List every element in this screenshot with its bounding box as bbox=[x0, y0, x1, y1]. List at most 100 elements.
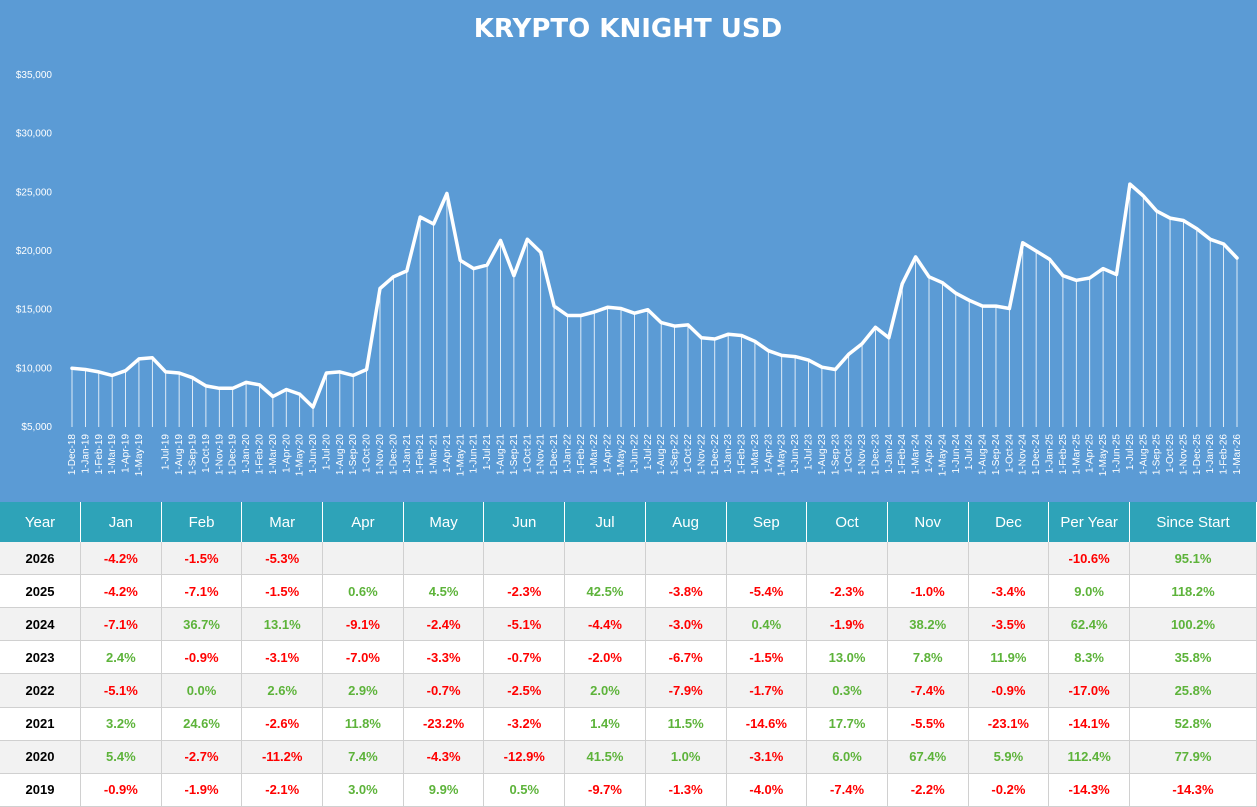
x-tick-label: 1-Jan-26 bbox=[1205, 434, 1216, 474]
return-cell: 100.2% bbox=[1129, 607, 1257, 642]
header-per-year: Per Year bbox=[1048, 502, 1130, 542]
return-cell: 7.8% bbox=[887, 640, 969, 675]
x-tick-label: 1-May-20 bbox=[295, 434, 306, 477]
header-feb: Feb bbox=[161, 502, 243, 542]
x-tick-label: 1-Jan-22 bbox=[562, 434, 573, 474]
return-cell: 11.5% bbox=[645, 707, 727, 741]
table-row: 2025 -4.2% -7.1% -1.5% 0.6% 4.5% -2.3% 42.5% -3.… bbox=[0, 574, 1257, 609]
x-tick-label: 1-Sep-20 bbox=[348, 434, 359, 476]
return-cell: -2.4% bbox=[403, 607, 485, 642]
x-tick-label: 1-Jul-22 bbox=[643, 434, 654, 471]
x-tick-label: 1-Jun-23 bbox=[790, 434, 801, 474]
x-tick-label: 1-Feb-26 bbox=[1219, 434, 1230, 475]
return-cell: -5.5% bbox=[887, 707, 969, 741]
data-point bbox=[311, 405, 315, 409]
return-cell: -2.6% bbox=[241, 707, 324, 741]
return-cell: -1.7% bbox=[726, 673, 808, 708]
data-point bbox=[70, 366, 74, 370]
x-tick-label: 1-Oct-23 bbox=[844, 434, 855, 473]
data-point bbox=[177, 371, 181, 375]
y-tick-label: $10,000 bbox=[16, 363, 53, 374]
x-tick-label: 1-Mar-21 bbox=[429, 434, 440, 475]
return-cell: 2.4% bbox=[80, 640, 162, 675]
return-cell: -14.1% bbox=[1048, 707, 1130, 741]
x-tick-label: 1-Jan-24 bbox=[884, 434, 895, 474]
return-cell: 112.4% bbox=[1048, 740, 1130, 774]
data-point bbox=[740, 333, 744, 337]
x-tick-label: 1-Oct-21 bbox=[522, 434, 533, 473]
data-point bbox=[940, 281, 944, 285]
return-cell: -7.9% bbox=[645, 673, 727, 708]
x-tick-label: 1-May-23 bbox=[777, 434, 788, 477]
x-tick-label: 1-May-25 bbox=[1098, 434, 1109, 477]
x-tick-label: 1-Sep-19 bbox=[188, 434, 199, 476]
x-tick-label: 1-Mar-24 bbox=[911, 434, 922, 475]
return-cell: 41.5% bbox=[564, 740, 646, 774]
return-cell: -10.6% bbox=[1048, 542, 1130, 576]
x-tick-label: 1-Aug-22 bbox=[656, 434, 667, 476]
x-tick-label: 1-Apr-21 bbox=[442, 434, 453, 473]
y-tick-label: $30,000 bbox=[16, 129, 53, 140]
data-point bbox=[525, 237, 529, 241]
x-tick-label: 1-Nov-21 bbox=[536, 434, 547, 476]
x-tick-label: 1-Sep-24 bbox=[991, 434, 1002, 476]
data-point bbox=[699, 336, 703, 340]
x-tick-label: 1-May-21 bbox=[455, 434, 466, 477]
data-point bbox=[1208, 237, 1212, 241]
return-cell: -2.1% bbox=[241, 773, 324, 807]
x-tick-label: 1-Jan-25 bbox=[1045, 434, 1056, 474]
return-cell: -23.2% bbox=[403, 707, 485, 741]
monthly-returns-table: Year Jan Feb Mar Apr May Jun Jul Aug Sep Oct Nov Dec… bbox=[0, 502, 1257, 807]
x-tick-label: 1-Sep-23 bbox=[830, 434, 841, 476]
data-point bbox=[458, 258, 462, 262]
year-cell: 2023 bbox=[0, 640, 81, 675]
return-cell: 3.2% bbox=[80, 707, 162, 741]
x-tick-label: 1-Dec-18 bbox=[67, 434, 78, 476]
x-tick-label: 1-Dec-19 bbox=[228, 434, 239, 476]
data-point bbox=[499, 238, 503, 242]
x-tick-label: 1-Jan-23 bbox=[723, 434, 734, 474]
return-cell bbox=[483, 542, 566, 576]
data-point bbox=[619, 306, 623, 310]
return-cell: 77.9% bbox=[1129, 740, 1257, 774]
x-tick-label: 1-Jun-24 bbox=[951, 434, 962, 474]
data-point bbox=[391, 275, 395, 279]
y-tick-label: $15,000 bbox=[16, 305, 53, 316]
x-tick-label: 1-May-24 bbox=[937, 434, 948, 477]
return-cell: 11.9% bbox=[968, 640, 1050, 675]
x-tick-label: 1-Dec-23 bbox=[870, 434, 881, 476]
data-point bbox=[820, 365, 824, 369]
data-point bbox=[1101, 267, 1105, 271]
data-point bbox=[1114, 272, 1118, 276]
return-cell: -9.1% bbox=[322, 607, 404, 642]
year-cell: 2020 bbox=[0, 740, 81, 774]
return-cell: 8.3% bbox=[1048, 640, 1130, 675]
return-cell: -1.5% bbox=[241, 574, 324, 609]
x-tick-label: 1-Aug-19 bbox=[174, 434, 185, 476]
x-tick-label: 1-Mar-25 bbox=[1071, 434, 1082, 475]
return-cell: 0.0% bbox=[161, 673, 243, 708]
return-cell: -0.9% bbox=[80, 773, 162, 807]
return-cell bbox=[403, 542, 485, 576]
return-cell: 9.0% bbox=[1048, 574, 1130, 609]
return-cell: -2.3% bbox=[483, 574, 566, 609]
chart-title: KRYPTO KNIGHT USD bbox=[474, 14, 782, 44]
x-tick-label: 1-Jun-25 bbox=[1111, 434, 1122, 474]
data-point bbox=[137, 357, 141, 361]
data-point bbox=[1021, 241, 1025, 245]
data-point bbox=[1007, 306, 1011, 310]
return-cell bbox=[887, 542, 969, 576]
return-cell: -0.7% bbox=[403, 673, 485, 708]
data-point bbox=[204, 384, 208, 388]
data-point bbox=[485, 263, 489, 267]
return-cell: -2.5% bbox=[483, 673, 566, 708]
x-tick-label: 1-Dec-21 bbox=[549, 434, 560, 476]
data-point bbox=[539, 250, 543, 254]
y-axis: $5,000 $10,000 $15,000 $20,000 $25,000 $30,00… bbox=[16, 70, 53, 433]
data-point bbox=[271, 394, 275, 398]
return-cell: 17.7% bbox=[806, 707, 888, 741]
table-row: 2023 2.4% -0.9% -3.1% -7.0% -3.3% -0.7% -2.0% -6… bbox=[0, 640, 1257, 675]
data-point bbox=[83, 368, 87, 372]
x-tick-label: 1-Apr-20 bbox=[281, 434, 292, 473]
return-cell: -7.0% bbox=[322, 640, 404, 675]
